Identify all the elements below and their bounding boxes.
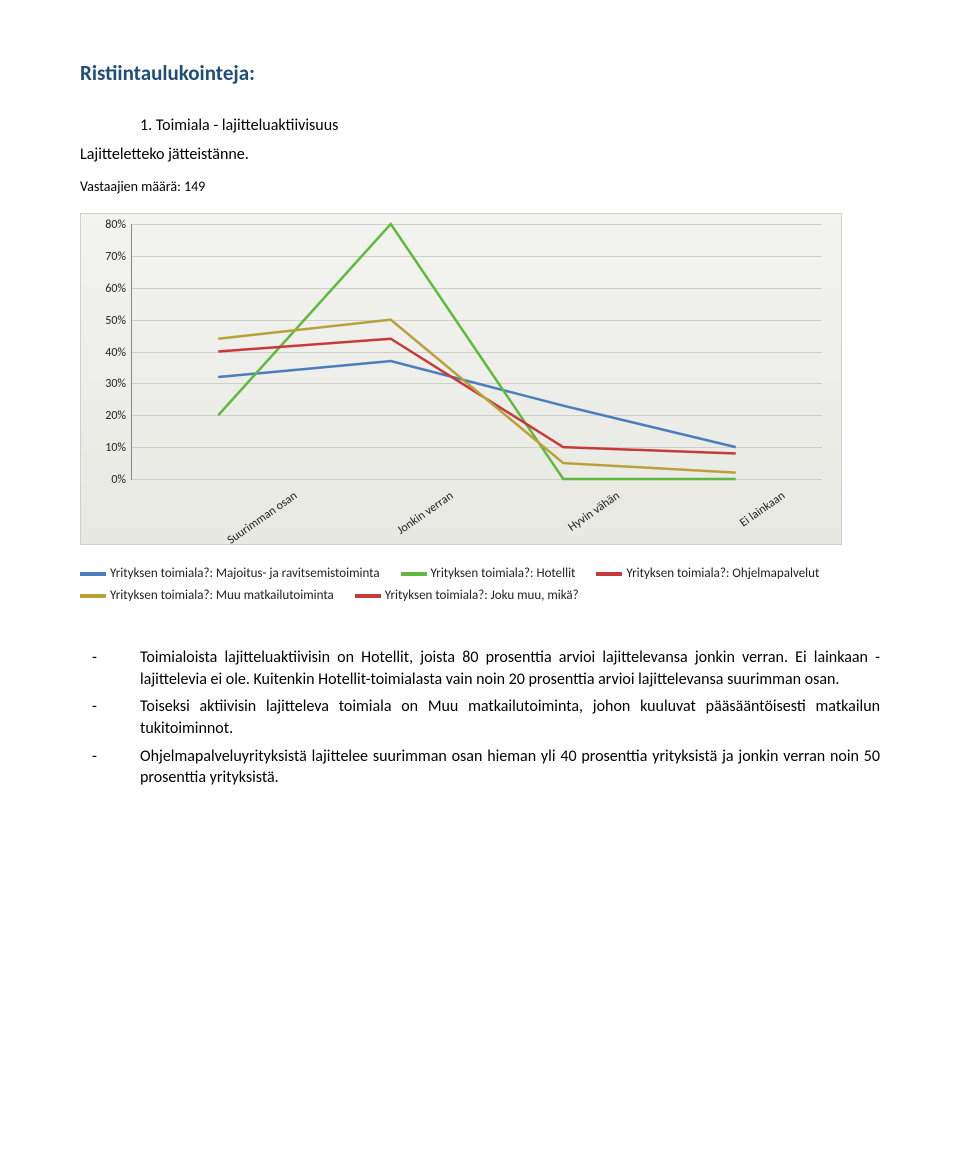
list-item: Toiseksi aktiivisin lajitteleva toimiala… [80, 696, 880, 739]
y-axis-tick: 50% [105, 314, 126, 328]
x-axis-tick: Hyvin vähän [566, 489, 623, 535]
legend-item: Yrityksen toimiala?: Muu matkailutoimint… [80, 585, 334, 607]
chart-legend: Yrityksen toimiala?: Majoitus- ja ravits… [80, 563, 840, 607]
list-item: Ohjelmapalveluyrityksistä lajittelee suu… [80, 746, 880, 789]
legend-label: Yrityksen toimiala?: Hotellit [431, 566, 576, 581]
legend-label: Yrityksen toimiala?: Ohjelmapalvelut [626, 566, 819, 581]
y-axis-tick: 10% [105, 441, 126, 455]
y-axis-tick: 30% [105, 377, 126, 391]
y-axis-tick: 70% [105, 250, 126, 264]
x-axis-tick: Suurimman osan [225, 489, 300, 548]
respondent-count: Vastaajien määrä: 149 [80, 178, 880, 195]
x-axis-tick: Jonkin verran [395, 489, 456, 538]
line-chart: 0% 10% 20% 30% 40% 50% 60% 70% 80% Suurimman osan… [80, 213, 842, 545]
y-axis-tick: 40% [105, 346, 126, 360]
list-number: 1. Toimiala - lajitteluaktiivisuus [140, 116, 880, 135]
list-item: Toimialoista lajitteluaktiivisin on Hote… [80, 647, 880, 690]
y-axis-tick: 60% [105, 282, 126, 296]
legend-swatch [355, 594, 381, 598]
legend-swatch [80, 572, 106, 576]
legend-swatch [80, 594, 106, 598]
legend-label: Yrityksen toimiala?: Majoitus- ja ravits… [110, 566, 380, 581]
legend-item: Yrityksen toimiala?: Majoitus- ja ravits… [80, 563, 380, 585]
question-subtitle: Lajitteletteko jätteistänne. [80, 145, 880, 164]
legend-item: Yrityksen toimiala?: Joku muu, mikä? [355, 585, 579, 607]
bullet-list: Toimialoista lajitteluaktiivisin on Hote… [80, 647, 880, 789]
legend-swatch [401, 572, 427, 576]
legend-label: Yrityksen toimiala?: Muu matkailutoimint… [110, 588, 334, 603]
page-heading: Ristiintaulukointeja: [80, 60, 880, 86]
legend-label: Yrityksen toimiala?: Joku muu, mikä? [385, 588, 579, 603]
x-axis-tick: Ei lainkaan [737, 489, 788, 530]
legend-item: Yrityksen toimiala?: Hotellit [401, 563, 576, 585]
y-axis-tick: 0% [111, 473, 126, 487]
y-axis-tick: 20% [105, 409, 126, 423]
legend-swatch [596, 572, 622, 576]
legend-item: Yrityksen toimiala?: Ohjelmapalvelut [596, 563, 819, 585]
y-axis-tick: 80% [105, 218, 126, 232]
